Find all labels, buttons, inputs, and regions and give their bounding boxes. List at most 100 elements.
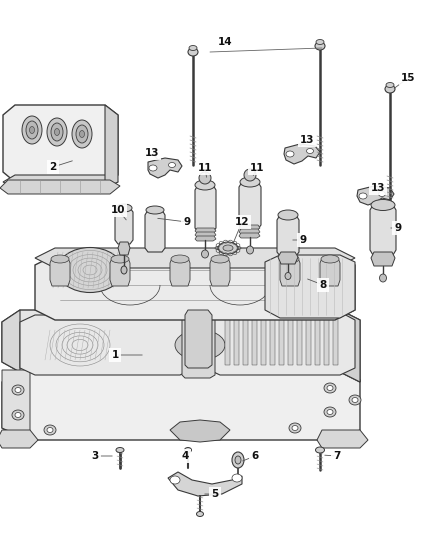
Polygon shape — [340, 310, 360, 382]
Ellipse shape — [201, 250, 208, 258]
FancyBboxPatch shape — [315, 315, 320, 365]
Text: 1: 1 — [111, 350, 119, 360]
FancyBboxPatch shape — [288, 315, 293, 365]
Ellipse shape — [116, 448, 124, 453]
Text: 9: 9 — [184, 217, 191, 227]
Text: 13: 13 — [300, 135, 314, 145]
Ellipse shape — [385, 85, 395, 93]
Ellipse shape — [51, 255, 69, 263]
Polygon shape — [3, 105, 118, 182]
Polygon shape — [2, 310, 20, 372]
Ellipse shape — [15, 387, 21, 392]
Polygon shape — [239, 229, 260, 234]
Ellipse shape — [188, 48, 198, 56]
Ellipse shape — [379, 274, 386, 282]
Ellipse shape — [116, 204, 132, 212]
Text: 7: 7 — [333, 451, 341, 461]
Ellipse shape — [57, 247, 123, 293]
Polygon shape — [168, 472, 242, 496]
Text: 10: 10 — [111, 205, 125, 215]
Ellipse shape — [235, 456, 241, 464]
Ellipse shape — [232, 474, 242, 482]
Ellipse shape — [321, 255, 339, 263]
Ellipse shape — [307, 149, 314, 154]
Polygon shape — [115, 208, 133, 244]
Polygon shape — [185, 310, 212, 368]
Ellipse shape — [169, 163, 176, 167]
Ellipse shape — [160, 322, 240, 367]
Ellipse shape — [352, 398, 358, 402]
Ellipse shape — [315, 42, 325, 50]
Polygon shape — [50, 258, 70, 286]
Text: 13: 13 — [145, 148, 159, 158]
FancyBboxPatch shape — [333, 315, 338, 365]
FancyBboxPatch shape — [234, 315, 239, 365]
Ellipse shape — [47, 427, 53, 432]
Polygon shape — [280, 258, 300, 286]
Ellipse shape — [149, 165, 157, 171]
Ellipse shape — [211, 255, 229, 263]
Ellipse shape — [54, 128, 60, 135]
Polygon shape — [320, 258, 340, 286]
Ellipse shape — [22, 116, 42, 144]
Text: 2: 2 — [49, 162, 57, 172]
Polygon shape — [371, 252, 395, 266]
Polygon shape — [195, 185, 216, 232]
Text: 15: 15 — [401, 73, 415, 83]
Text: 11: 11 — [198, 163, 212, 173]
Polygon shape — [20, 315, 195, 375]
Ellipse shape — [80, 131, 85, 138]
Polygon shape — [370, 205, 396, 255]
Polygon shape — [35, 255, 355, 320]
Text: 8: 8 — [319, 280, 327, 290]
Ellipse shape — [232, 452, 244, 468]
Ellipse shape — [29, 126, 35, 133]
Polygon shape — [239, 182, 261, 229]
Ellipse shape — [12, 385, 24, 395]
Ellipse shape — [371, 199, 395, 211]
FancyBboxPatch shape — [324, 315, 329, 365]
Ellipse shape — [324, 383, 336, 393]
Polygon shape — [182, 305, 215, 378]
Ellipse shape — [175, 330, 225, 360]
Polygon shape — [210, 258, 230, 286]
Text: 13: 13 — [371, 183, 385, 193]
Text: 12: 12 — [235, 217, 249, 227]
Polygon shape — [148, 158, 182, 178]
Ellipse shape — [197, 512, 204, 516]
Polygon shape — [118, 242, 130, 255]
Text: 4: 4 — [181, 451, 189, 461]
Ellipse shape — [184, 448, 191, 453]
FancyBboxPatch shape — [261, 315, 266, 365]
Polygon shape — [357, 186, 394, 205]
Ellipse shape — [286, 151, 294, 157]
Ellipse shape — [281, 255, 299, 263]
Ellipse shape — [12, 410, 24, 420]
Polygon shape — [110, 258, 130, 286]
Ellipse shape — [289, 423, 301, 433]
Ellipse shape — [171, 255, 189, 263]
Polygon shape — [239, 233, 260, 238]
Polygon shape — [205, 312, 355, 375]
Ellipse shape — [111, 255, 129, 263]
Polygon shape — [2, 370, 30, 440]
Polygon shape — [317, 430, 368, 448]
Ellipse shape — [199, 172, 211, 184]
Polygon shape — [195, 228, 216, 233]
Ellipse shape — [121, 266, 127, 274]
Ellipse shape — [76, 125, 88, 143]
Polygon shape — [239, 225, 260, 230]
Ellipse shape — [170, 476, 180, 484]
Text: 14: 14 — [218, 37, 232, 47]
Ellipse shape — [15, 413, 21, 417]
Polygon shape — [195, 236, 216, 241]
Text: 6: 6 — [251, 451, 258, 461]
Polygon shape — [277, 215, 299, 256]
Polygon shape — [195, 232, 216, 237]
Polygon shape — [170, 420, 230, 442]
Ellipse shape — [45, 320, 115, 370]
Ellipse shape — [386, 83, 394, 87]
Ellipse shape — [349, 395, 361, 405]
Ellipse shape — [359, 193, 367, 199]
Polygon shape — [35, 248, 355, 268]
